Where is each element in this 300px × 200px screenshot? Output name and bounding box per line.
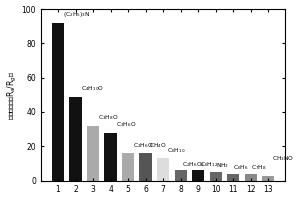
Text: C$_3$H$_8$O: C$_3$H$_8$O (98, 113, 119, 122)
Bar (192, 170, 204, 181)
Bar (157, 158, 169, 181)
Text: (C$_2$H$_5$)$_3$N: (C$_2$H$_5$)$_3$N (63, 10, 91, 19)
Bar (262, 176, 274, 181)
Text: C$_6$H$_6$: C$_6$H$_6$ (233, 163, 249, 172)
Text: CH$_4$O: CH$_4$O (149, 141, 167, 150)
Text: C$_3$H$_6$O: C$_3$H$_6$O (116, 120, 136, 129)
Bar (122, 153, 134, 181)
Text: C$_4$H$_{10}$O: C$_4$H$_{10}$O (81, 84, 104, 93)
Text: C$_7$H$_8$: C$_7$H$_8$ (251, 163, 266, 172)
Text: C$_6$H$_{10}$: C$_6$H$_{10}$ (167, 146, 185, 155)
Text: C$_2$H$_6$O: C$_2$H$_6$O (134, 141, 154, 150)
Bar (175, 170, 187, 181)
Bar (87, 126, 99, 181)
Bar (227, 174, 239, 181)
Text: CH$_3$NO: CH$_3$NO (272, 154, 294, 163)
Bar (140, 153, 152, 181)
Bar (209, 172, 222, 181)
Text: NH$_3$: NH$_3$ (216, 161, 229, 170)
Bar (52, 23, 64, 181)
Bar (104, 133, 117, 181)
Text: C$_2$H$_6$O$_2$: C$_2$H$_6$O$_2$ (182, 160, 206, 169)
Y-axis label: 气敏响应值（R$_a$/R$_g$）: 气敏响应值（R$_a$/R$_g$） (6, 70, 19, 120)
Bar (69, 97, 82, 181)
Bar (244, 174, 257, 181)
Text: C$_6$H$_{12}$: C$_6$H$_{12}$ (200, 160, 218, 169)
